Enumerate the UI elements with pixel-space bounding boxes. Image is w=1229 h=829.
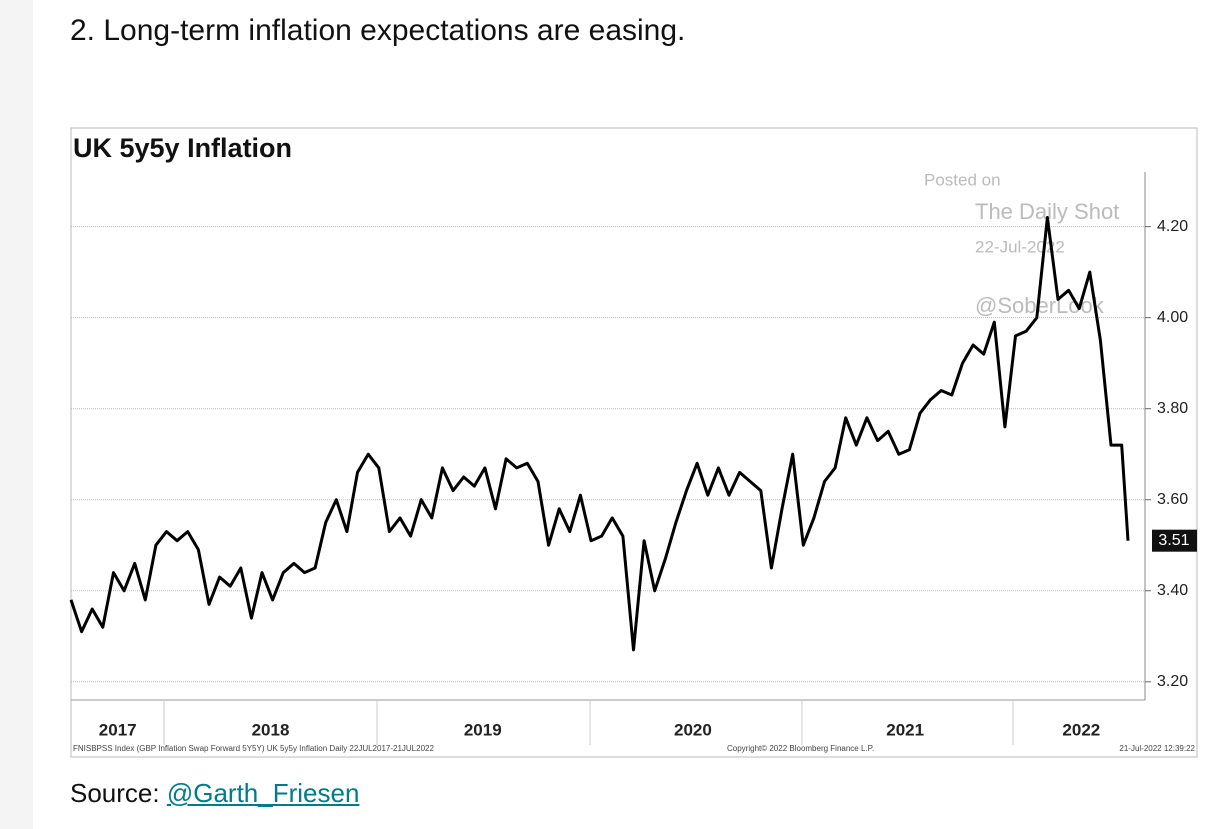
source-link[interactable]: @Garth_Friesen xyxy=(166,778,360,808)
heading: 2. Long-term inflation expectations are … xyxy=(70,14,686,47)
x-tick-label: 2020 xyxy=(674,720,712,739)
x-tick-label: 2019 xyxy=(464,720,502,739)
x-tick-label: 2018 xyxy=(252,720,290,739)
last-value-label: 3.51 xyxy=(1158,532,1189,549)
y-tick-label: 3.80 xyxy=(1157,400,1188,417)
y-tick-label: 3.60 xyxy=(1157,491,1188,508)
x-tick-label: 2021 xyxy=(886,720,924,739)
x-tick-label: 2022 xyxy=(1062,720,1100,739)
y-tick-label: 3.40 xyxy=(1157,582,1188,599)
side-strip xyxy=(0,0,33,829)
source: Source: @Garth_Friesen xyxy=(70,778,359,809)
x-tick-label: 2017 xyxy=(99,720,137,739)
footer-note: Copyright© 2022 Bloomberg Finance L.P. xyxy=(727,744,874,753)
year-dividers xyxy=(163,700,1014,745)
y-tick-label: 4.00 xyxy=(1157,309,1188,326)
footer-note: FNISBPSS Index (GBP Inflation Swap Forwa… xyxy=(73,744,434,753)
line xyxy=(69,216,1130,652)
chart-title: UK 5y5y Inflation xyxy=(73,133,292,163)
chart-frame xyxy=(70,127,1198,758)
watermark: Posted on xyxy=(924,170,1001,189)
source-prefix: Source: xyxy=(70,778,167,808)
last-value-box xyxy=(1152,529,1197,552)
y-tick-label: 3.20 xyxy=(1157,673,1188,690)
footer-note: 21-Jul-2022 12:39:22 xyxy=(1119,744,1195,753)
y-tick-label: 4.20 xyxy=(1157,218,1188,235)
